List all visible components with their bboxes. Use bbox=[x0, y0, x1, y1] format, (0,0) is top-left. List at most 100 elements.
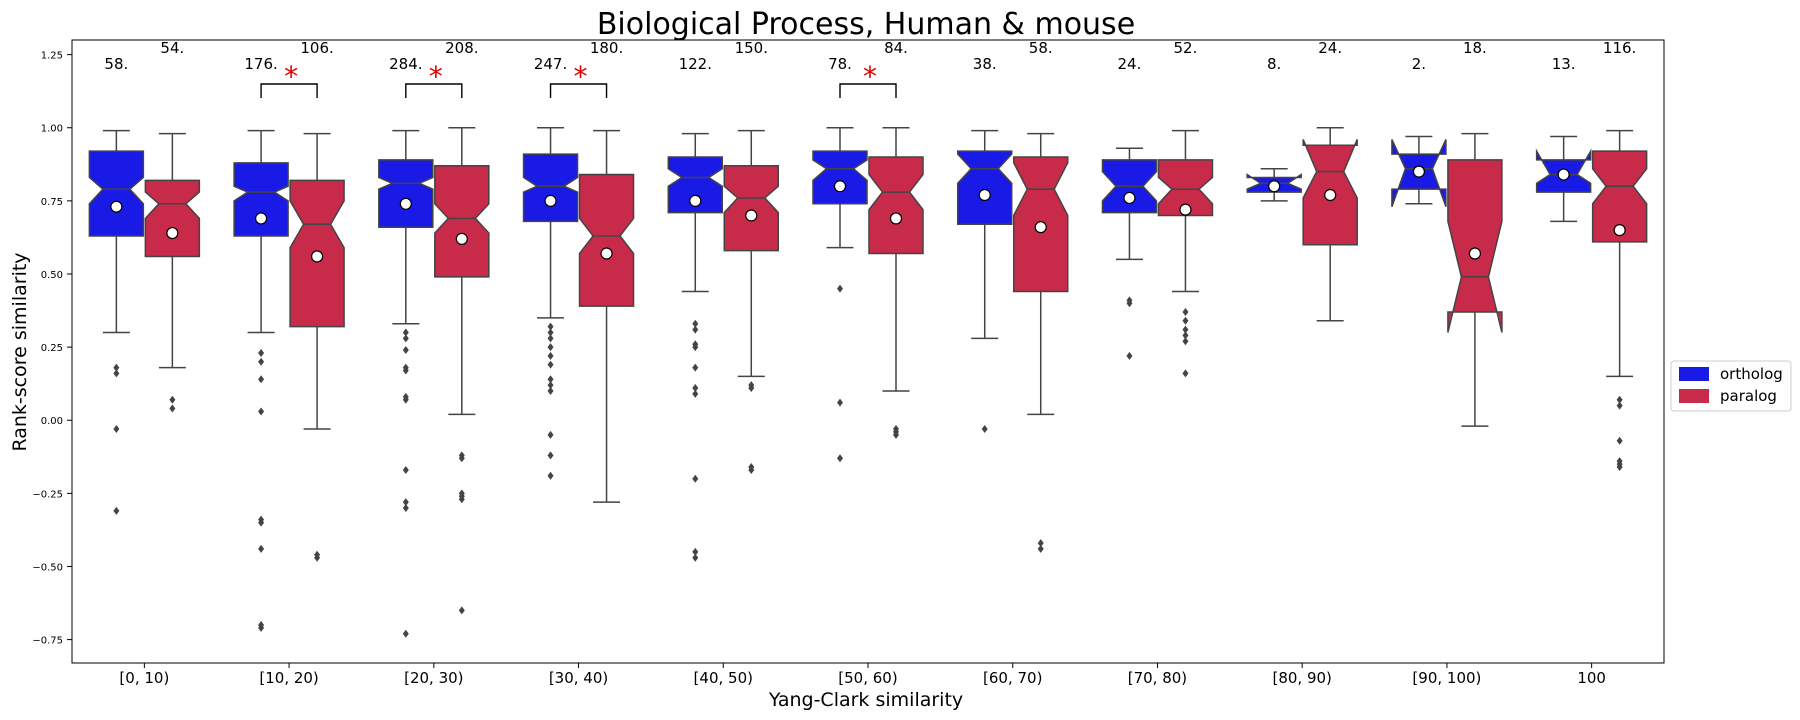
x-tick-label: [40, 50) bbox=[694, 669, 753, 687]
outlier-point bbox=[458, 495, 465, 504]
paralog-box bbox=[723, 165, 780, 252]
outlier-point bbox=[893, 430, 899, 439]
paralog-box bbox=[144, 179, 201, 258]
outlier-point bbox=[1616, 436, 1623, 445]
mean-marker bbox=[1412, 165, 1426, 178]
outlier-point bbox=[837, 398, 843, 407]
significance-bracket bbox=[549, 83, 608, 98]
outlier-point bbox=[258, 348, 265, 357]
ortholog-box bbox=[88, 150, 145, 237]
mean-marker bbox=[689, 194, 702, 207]
legend-swatch-paralog bbox=[1679, 389, 1709, 403]
outlier-point bbox=[402, 346, 409, 355]
count-label: 58. bbox=[104, 55, 128, 73]
count-label: 38. bbox=[973, 55, 997, 73]
ortholog-box bbox=[233, 162, 289, 237]
outlier-point bbox=[547, 343, 554, 352]
count-label: 24. bbox=[1118, 55, 1142, 73]
ortholog-box bbox=[956, 150, 1013, 226]
outlier-point bbox=[258, 518, 265, 527]
count-label: 176. bbox=[244, 55, 277, 73]
outlier-point bbox=[1616, 395, 1623, 404]
outlier-point bbox=[402, 328, 409, 337]
mean-marker bbox=[889, 212, 903, 225]
outlier-point bbox=[1037, 539, 1044, 548]
paralog-box bbox=[1591, 150, 1648, 243]
outlier-point bbox=[547, 360, 554, 369]
ortholog-box bbox=[522, 153, 579, 223]
y-tick-label: 0.50 bbox=[41, 270, 63, 281]
y-axis-label: Rank-score similarity bbox=[9, 252, 31, 451]
count-label: 208. bbox=[445, 39, 478, 57]
significance-bracket bbox=[405, 83, 463, 98]
count-label: 247. bbox=[534, 55, 567, 73]
x-tick-label: [30, 40) bbox=[549, 669, 608, 687]
mean-marker bbox=[254, 212, 268, 225]
mean-marker bbox=[110, 200, 123, 213]
outlier-point bbox=[258, 357, 265, 366]
plot-frame bbox=[71, 39, 1665, 664]
paralog-box bbox=[434, 165, 490, 278]
outlier-point bbox=[547, 430, 554, 439]
outlier-point bbox=[692, 319, 699, 328]
chart-title: Biological Process, Human & mouse bbox=[597, 7, 1135, 42]
outlier-point bbox=[402, 498, 409, 507]
x-axis-label: Yang-Clark similarity bbox=[768, 689, 963, 711]
x-tick-label: [20, 30) bbox=[404, 669, 463, 687]
outlier-point bbox=[547, 351, 554, 360]
mean-marker bbox=[399, 197, 412, 210]
x-tick-label: [70, 80) bbox=[1128, 669, 1187, 687]
mean-marker bbox=[600, 247, 613, 260]
x-tick-label: 100 bbox=[1577, 669, 1606, 687]
mean-marker bbox=[455, 232, 468, 245]
x-tick-label: [90, 100) bbox=[1412, 669, 1481, 687]
outlier-point bbox=[692, 325, 699, 334]
significance-star: * bbox=[574, 60, 588, 93]
outlier-point bbox=[258, 407, 265, 416]
count-label: 2. bbox=[1412, 55, 1426, 73]
mean-marker bbox=[1034, 221, 1047, 234]
y-tick-label: 0.75 bbox=[41, 197, 63, 208]
paralog-box bbox=[1447, 159, 1503, 333]
mean-marker bbox=[1123, 191, 1136, 205]
y-tick-label: −0.75 bbox=[32, 636, 63, 647]
outlier-point bbox=[837, 284, 843, 293]
outlier-point bbox=[692, 363, 699, 372]
count-label: 8. bbox=[1267, 55, 1281, 73]
outlier-point bbox=[1126, 299, 1133, 308]
count-label: 52. bbox=[1174, 39, 1198, 57]
mean-marker bbox=[1557, 168, 1570, 181]
outlier-point bbox=[258, 375, 265, 384]
count-label: 24. bbox=[1318, 39, 1342, 57]
outlier-point bbox=[1182, 316, 1189, 325]
mean-marker bbox=[166, 226, 179, 240]
mean-marker bbox=[833, 180, 847, 193]
mean-marker bbox=[745, 209, 758, 222]
outlier-point bbox=[169, 395, 176, 404]
significance-star: * bbox=[429, 60, 443, 93]
outlier-point bbox=[692, 553, 699, 562]
outlier-point bbox=[1182, 308, 1189, 317]
outlier-point bbox=[113, 369, 120, 378]
outlier-point bbox=[402, 465, 409, 474]
outlier-point bbox=[547, 381, 554, 390]
outlier-point bbox=[547, 451, 554, 460]
ortholog-box bbox=[812, 150, 868, 205]
count-label: 150. bbox=[735, 39, 768, 57]
outlier-point bbox=[547, 328, 554, 337]
outlier-point bbox=[692, 343, 699, 352]
count-label: 180. bbox=[590, 39, 623, 57]
mean-marker bbox=[1324, 188, 1337, 202]
legend: ortholog paralog bbox=[1670, 360, 1792, 412]
y-tick-label: 0.00 bbox=[41, 416, 63, 427]
outlier-point bbox=[113, 363, 120, 372]
outlier-point bbox=[258, 623, 265, 632]
mean-marker bbox=[1179, 203, 1192, 216]
outlier-point bbox=[692, 389, 699, 398]
mean-marker bbox=[310, 250, 324, 263]
outlier-point bbox=[113, 506, 120, 515]
x-tick-label: [50, 60) bbox=[838, 669, 897, 687]
outlier-point bbox=[169, 404, 176, 413]
